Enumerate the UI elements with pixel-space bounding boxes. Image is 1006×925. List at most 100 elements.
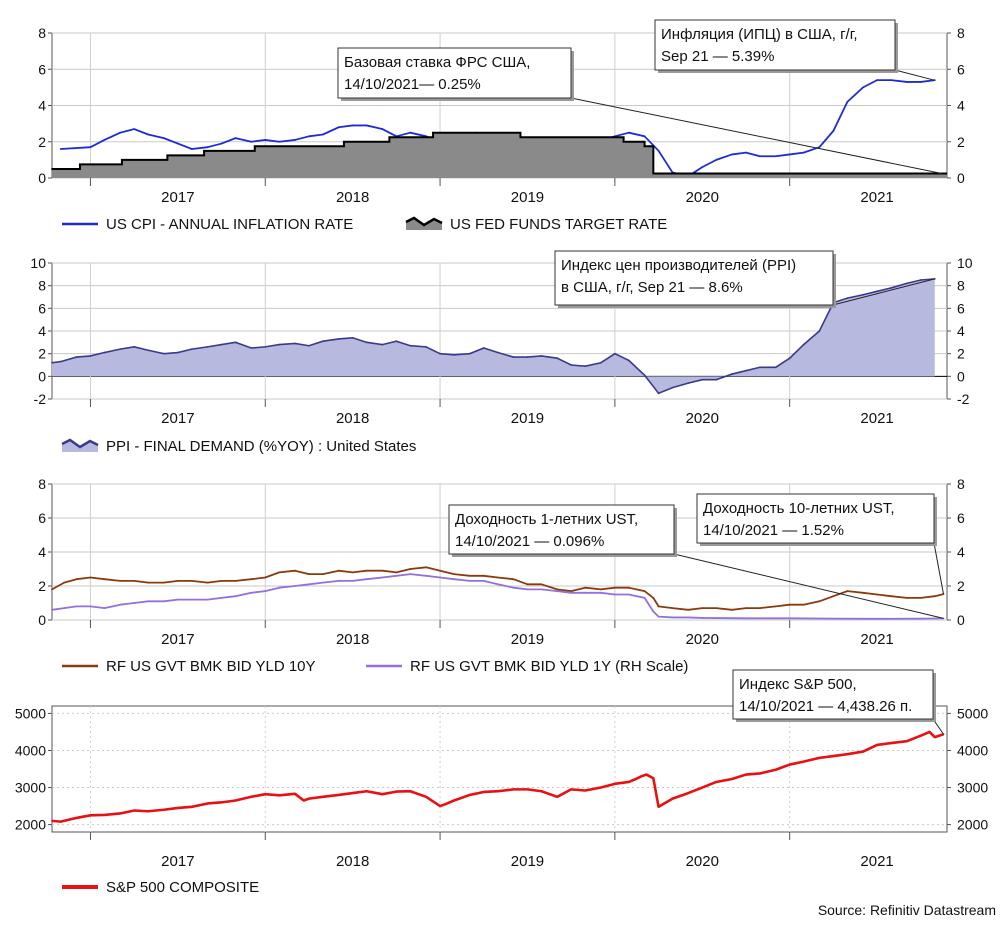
p3-data-point-2 [206,598,209,601]
p4-data-point-1 [928,731,931,733]
p2-data-point-1 [119,348,122,351]
p2-legend-label-1: PPI - FINAL DEMAND (%YOY) : United State… [106,438,416,455]
p3-ytick-right-label: 6 [957,510,965,526]
p1-data-point-1 [818,146,821,149]
p4-data-point-1 [119,812,122,815]
p4-data-point-1 [862,750,864,753]
p4-data-point-1 [715,781,718,783]
p2-data-point-1 [715,378,718,381]
p1-data-point-1 [264,139,267,141]
p2-data-point-1 [381,343,384,346]
p3-data-point-1 [890,595,892,598]
p2-data-point-1 [89,355,92,357]
p2-data-point-1 [162,352,165,355]
p3-ytick-left-label: 4 [38,544,46,560]
p1-data-point-1 [59,148,62,150]
p1-data-point-1 [919,81,922,83]
p4-data-point-1 [890,742,892,744]
p2-data-point-1 [701,378,704,381]
p1-data-point-1 [381,128,384,130]
p3-data-point-2 [220,597,223,599]
p4-data-point-1 [365,790,368,793]
p2-data-point-1 [308,344,310,347]
p2-data-point-1 [862,293,864,296]
p1-callout-text-2-1: Инфляция (ИПЦ) в США, г/г, [661,26,858,43]
p1-legend-swatch-line-2 [405,216,443,227]
p1-data-point-1 [832,129,835,132]
p2-data-point-1 [643,374,646,377]
p3-data-point-2 [584,591,587,594]
p3-data-point-2 [439,576,441,579]
p3-data-point-2 [627,593,630,596]
p4-data-point-1 [103,814,106,816]
p1-callout-leader-2 [894,69,935,81]
p3-data-point-1 [496,576,499,579]
source-credit: Source: Refinitiv Datastream [817,902,996,918]
p3-data-point-1 [365,569,368,572]
p3-data-point-1 [643,590,646,592]
p4-data-point-1 [89,814,92,817]
p3-data-point-2 [496,583,499,586]
p3-data-point-1 [512,578,515,581]
p4-data-point-1 [933,736,936,739]
p3-data-point-2 [671,616,674,619]
p3-data-point-1 [337,569,340,572]
p2-data-point-1 [540,355,543,357]
p4-data-point-1 [802,760,805,763]
p3-data-point-2 [468,580,471,582]
p3-data-point-2 [526,588,529,591]
p1-data-point-1 [119,131,122,134]
p1-data-point-2 [622,140,625,143]
p1-data-point-2 [432,131,434,134]
p3-data-point-2 [643,597,646,599]
p2-ytick-left-label: 6 [38,300,46,316]
p2-data-point-1 [439,352,441,355]
p1-data-point-1 [103,139,106,141]
p4-data-point-1 [278,794,281,797]
p4-data-point-1 [190,805,193,808]
p4-callout-box-1 [732,669,934,720]
p1-data-point-1 [220,142,223,145]
p2-legend-swatch-line-1 [61,438,99,449]
p4-data-point-1 [701,786,704,789]
p1-data-point-1 [731,153,733,156]
p4-data-point-1 [75,817,78,819]
p3-data-point-1 [745,607,747,609]
p2-data-point-1 [250,347,253,349]
p1-data-point-2 [388,136,391,139]
p3-ytick-right-label: 8 [957,476,965,492]
p2-data-point-1 [788,357,791,360]
p2-data-point-1 [671,386,674,389]
p3-data-point-2 [395,574,398,577]
p1-data-point-1 [176,142,179,145]
p4-data-point-1 [250,795,253,798]
p1-data-point-1 [190,148,193,150]
p2-data-point-1 [425,345,427,348]
p3-data-point-1 [818,600,821,603]
p3-data-point-1 [220,580,223,582]
p4-data-point-1 [322,795,324,798]
p3-legend-label-2: RF US GVT BMK BID YLD 1Y (RH Scale) [410,658,688,675]
p3-data-point-2 [876,617,878,620]
p1-data-point-2 [166,154,169,157]
p1-data-point-1 [905,81,908,83]
p1-legend-label-1: US CPI - ANNUAL INFLATION RATE [106,216,353,233]
p2-data-point-1 [103,351,106,354]
p3-data-point-1 [308,573,310,575]
p1-ytick-right-label: 8 [957,25,965,41]
p2-ytick-right-label: 10 [957,255,973,271]
p2-data-point-1 [395,340,398,343]
p2-data-point-1 [570,364,573,366]
p2-data-point-1 [294,342,296,345]
p4-data-point-1 [818,756,821,759]
p3-data-point-1 [540,583,543,586]
p4-data-point-1 [206,802,209,805]
p3-data-point-2 [540,588,543,591]
p3-data-point-2 [176,598,179,601]
p1-data-point-1 [876,79,878,82]
p4-data-point-1 [496,790,499,793]
p3-xtick-year-label: 2019 [511,631,544,648]
p4-data-point-1 [133,809,136,812]
p3-data-point-2 [63,607,66,609]
